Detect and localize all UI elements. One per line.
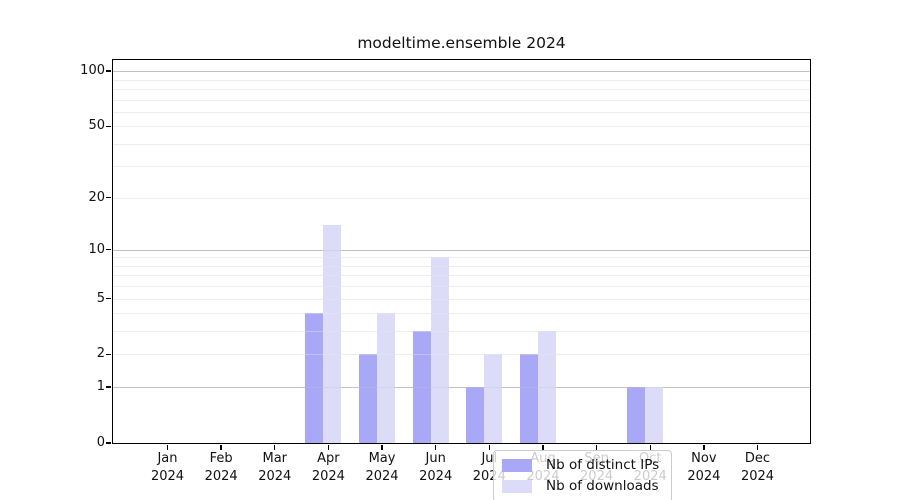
bar-oct-ips <box>627 387 646 443</box>
gridline-50 <box>113 126 810 128</box>
gridline-60 <box>113 111 810 113</box>
x-tick-mark-feb <box>220 444 222 450</box>
bars-layer <box>113 60 810 443</box>
gridline-8 <box>113 265 810 267</box>
y-tick-label-5: 5 <box>96 290 105 306</box>
x-tick-label-feb: Feb 2024 <box>204 451 238 484</box>
y-tick-label-0: 0 <box>96 435 105 450</box>
gridline-4 <box>113 313 810 315</box>
bar-may-ips <box>359 354 378 443</box>
x-tick-mark-mar <box>274 444 276 450</box>
x-tick-mark-jan <box>166 444 169 450</box>
x-tick-mark-jul <box>488 444 490 450</box>
legend-swatch-downloads-icon <box>502 479 532 493</box>
x-tick-mark-oct <box>649 444 651 450</box>
x-tick-mark-jun <box>434 444 437 450</box>
gridline-100 <box>113 71 810 73</box>
gridline-70 <box>113 99 810 101</box>
bar-may-downloads <box>377 313 396 443</box>
x-tick-label-apr: Apr 2024 <box>311 451 345 484</box>
legend-item-downloads: Nb of downloads <box>502 478 659 494</box>
gridline-80 <box>113 88 810 90</box>
y-tick-label-2: 2 <box>96 346 105 362</box>
x-tick-mark-apr <box>327 444 330 450</box>
y-tick-mark-1 <box>106 386 111 388</box>
gridline-40 <box>113 143 810 145</box>
y-tick-label-50: 50 <box>88 118 105 134</box>
bar-apr-ips <box>305 313 324 443</box>
gridline-9 <box>113 257 810 259</box>
gridline-10 <box>113 249 810 251</box>
bar-apr-downloads <box>323 224 342 443</box>
gridline-20 <box>113 197 810 199</box>
gridline-6 <box>113 286 810 288</box>
y-tick-label-100: 100 <box>80 63 105 79</box>
y-tick-mark-5 <box>106 297 111 300</box>
y-tick-mark-2 <box>106 353 111 356</box>
gridline-30 <box>113 166 810 168</box>
bar-jun-downloads <box>430 257 449 443</box>
y-tick-label-20: 20 <box>88 189 105 205</box>
gridline-3 <box>113 331 810 333</box>
chart-title: modeltime.ensemble 2024 <box>357 34 566 52</box>
x-tick-mark-aug <box>542 444 544 450</box>
x-tick-label-nov: Nov 2024 <box>687 451 721 484</box>
legend-item-distinct-ips: Nb of distinct IPs <box>502 457 659 473</box>
y-tick-label-10: 10 <box>88 241 105 257</box>
y-tick-mark-0 <box>106 442 111 444</box>
bar-aug-downloads <box>537 331 556 443</box>
bar-jul-downloads <box>484 354 503 443</box>
bar-jul-ips <box>466 387 485 443</box>
x-tick-mark-may <box>381 444 383 450</box>
gridline-7 <box>113 275 810 277</box>
legend: Nb of distinct IPs Nb of downloads <box>493 450 673 500</box>
legend-label-downloads: Nb of downloads <box>546 478 659 494</box>
y-tick-mark-20 <box>106 197 111 199</box>
bar-aug-ips <box>519 354 538 443</box>
legend-label-distinct-ips: Nb of distinct IPs <box>546 457 660 473</box>
y-tick-label-1: 1 <box>96 379 105 395</box>
x-tick-mark-nov <box>703 444 705 450</box>
x-tick-label-jan: Jan 2024 <box>150 451 185 484</box>
gridline-1 <box>113 387 810 389</box>
plot-area: Nb of distinct IPs Nb of downloads <box>113 60 810 500</box>
x-tick-label-mar: Mar 2024 <box>258 451 292 484</box>
y-tick-mark-100 <box>106 70 111 72</box>
gridline-2 <box>113 354 810 356</box>
gridline-5 <box>113 298 810 300</box>
bar-jun-ips <box>412 331 431 443</box>
x-tick-label-dec: Dec 2024 <box>740 451 775 484</box>
x-tick-mark-sep <box>595 444 598 450</box>
legend-swatch-distinct-ips-icon <box>502 458 532 472</box>
x-tick-mark-dec <box>756 444 759 450</box>
bar-oct-downloads <box>645 387 664 443</box>
gridline-90 <box>113 79 810 81</box>
x-tick-label-jun: Jun 2024 <box>419 451 453 484</box>
y-tick-mark-50 <box>106 125 111 127</box>
x-tick-label-may: May 2024 <box>365 451 399 484</box>
y-tick-mark-10 <box>106 249 111 251</box>
gridlines-layer <box>113 60 810 443</box>
